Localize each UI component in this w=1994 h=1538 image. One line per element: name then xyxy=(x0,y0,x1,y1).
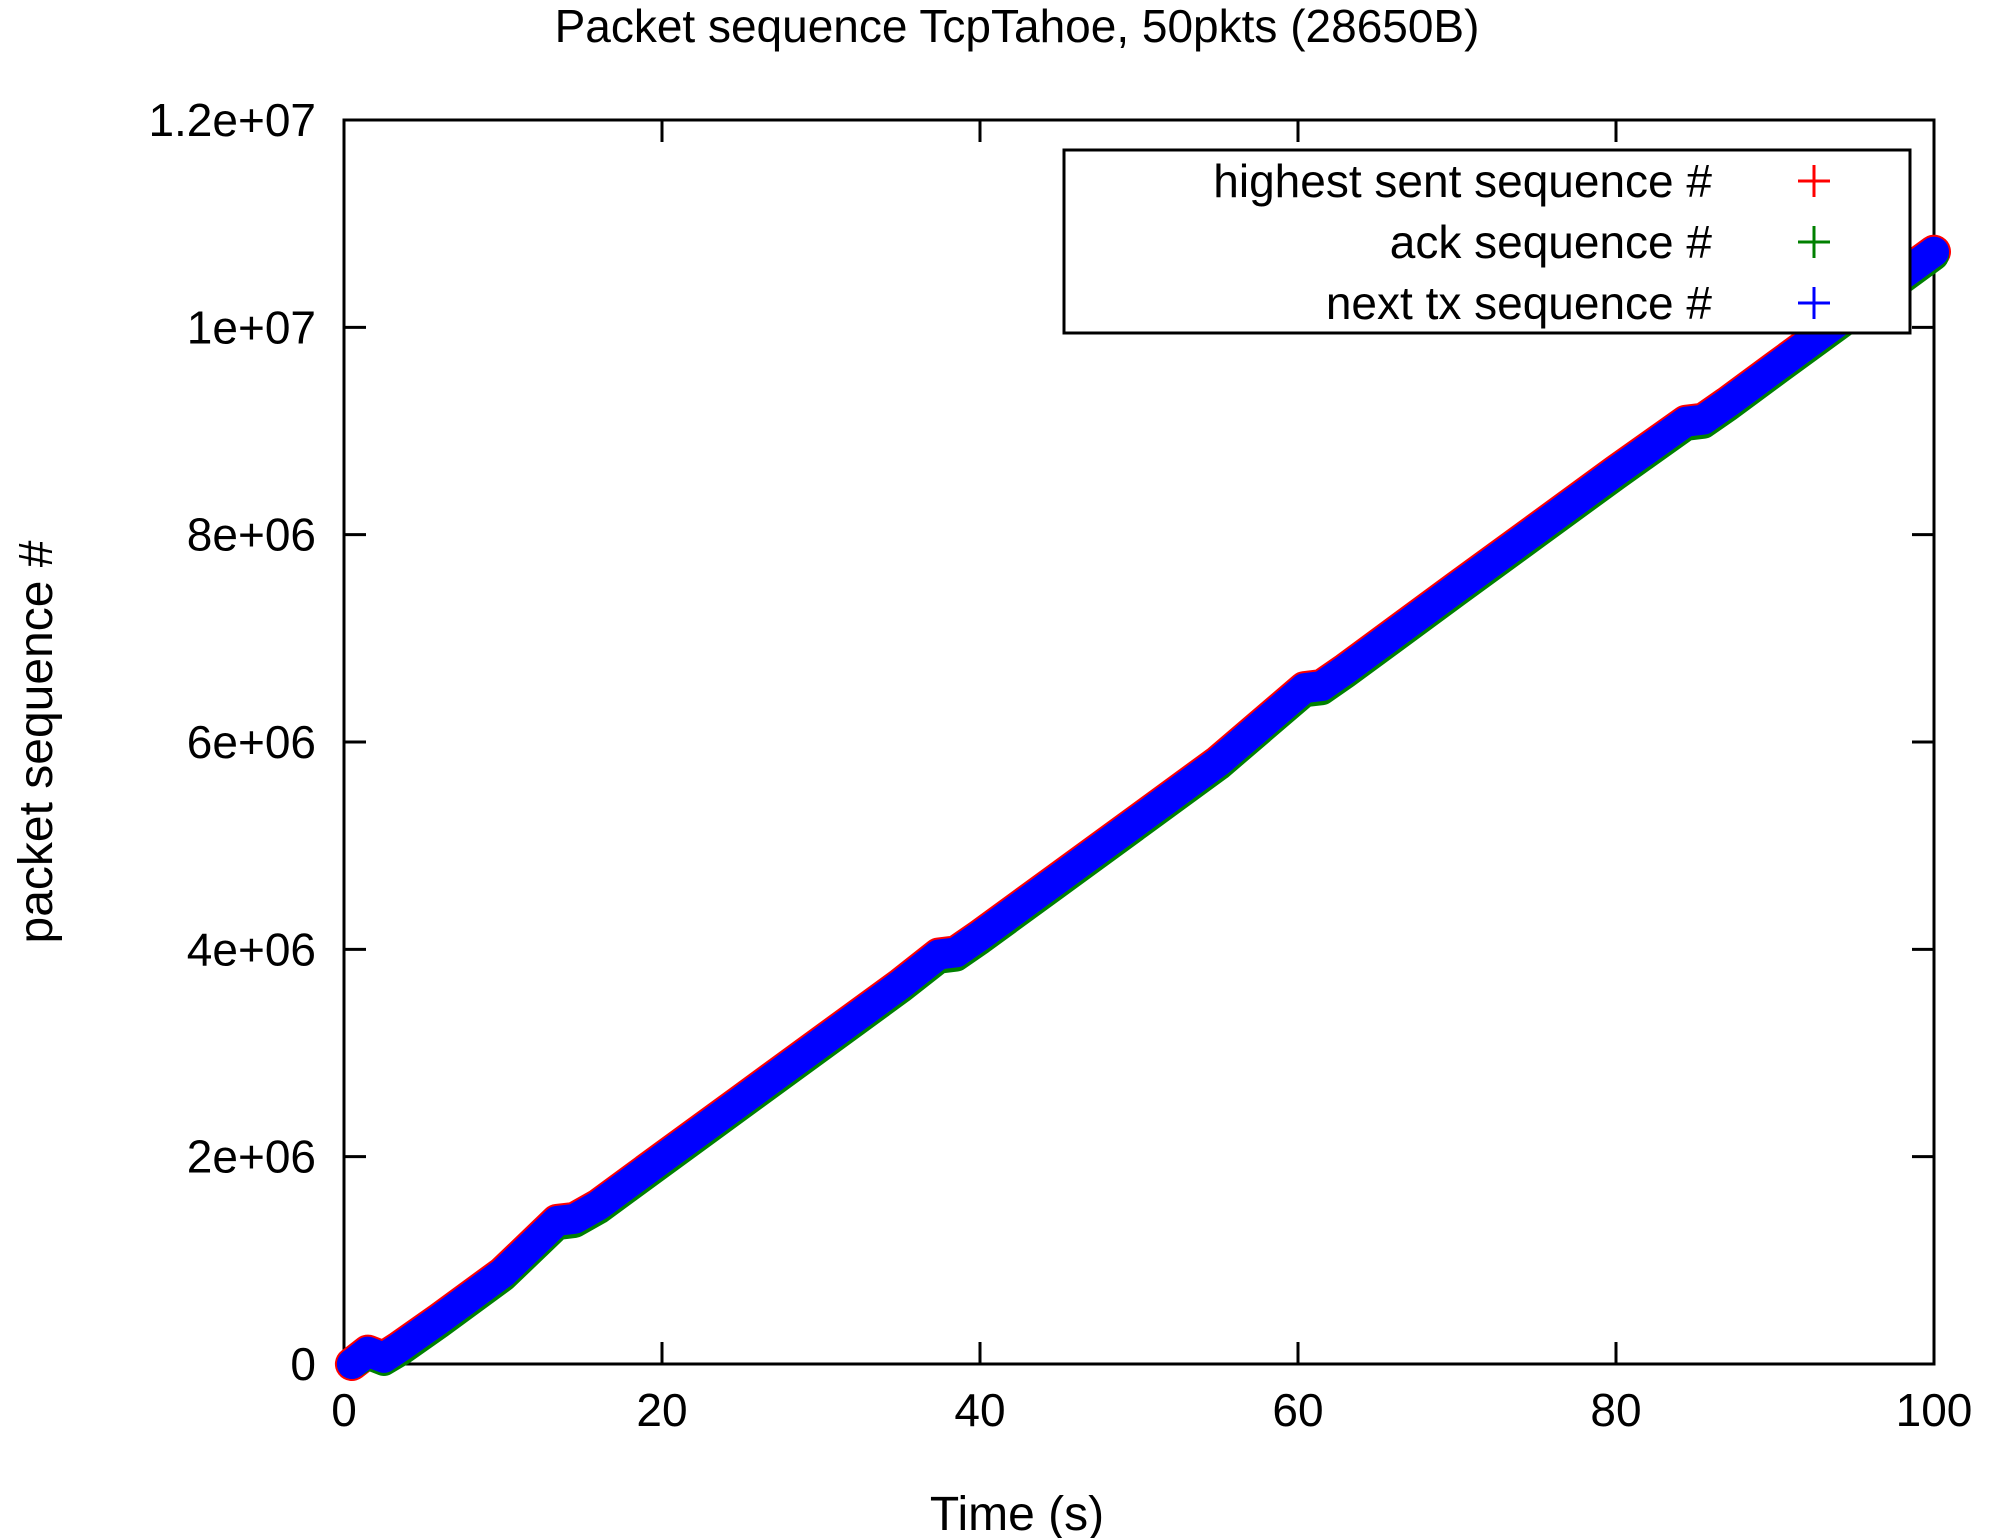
data-point xyxy=(1522,515,1551,544)
data-point xyxy=(385,1333,414,1362)
data-point xyxy=(560,1204,589,1233)
y-axis: 0 2e+06 4e+06 6e+06 8e+06 1e+07 1.2e+07 xyxy=(148,94,1934,1390)
series-layer xyxy=(334,234,1951,1381)
data-point xyxy=(1290,674,1319,703)
y-axis-label: packet sequence # xyxy=(10,540,63,943)
y-tick-label: 1.2e+07 xyxy=(148,94,316,146)
y-tick-label: 4e+06 xyxy=(187,923,316,975)
x-tick-label: 100 xyxy=(1896,1384,1973,1436)
x-axis: 0 20 40 60 80 100 xyxy=(331,120,1972,1436)
data-point xyxy=(886,970,915,999)
data-point xyxy=(353,1337,382,1366)
legend-marker xyxy=(1798,226,1830,258)
x-tick-label: 40 xyxy=(954,1384,1005,1436)
data-point xyxy=(1443,573,1471,602)
y-tick-label: 8e+06 xyxy=(187,509,316,561)
legend-box xyxy=(1062,148,1912,335)
x-tick-label: 60 xyxy=(1272,1384,1323,1436)
data-point xyxy=(1125,805,1153,834)
x-tick-label: 0 xyxy=(331,1384,357,1436)
legend-label: ack sequence # xyxy=(1390,216,1713,268)
data-point xyxy=(1331,655,1360,684)
data-point xyxy=(543,1206,572,1235)
y-tick-label: 6e+06 xyxy=(187,716,316,768)
data-point xyxy=(1204,747,1233,776)
data-point xyxy=(966,921,994,950)
legend-marker xyxy=(1798,165,1830,197)
data-point xyxy=(337,1350,366,1378)
legend-label: highest sent sequence # xyxy=(1213,155,1712,207)
data-point xyxy=(369,1343,398,1372)
legend-label: next tx sequence # xyxy=(1326,277,1713,329)
x-tick-label: 80 xyxy=(1590,1384,1641,1436)
data-point xyxy=(727,1086,756,1115)
x-tick-label: 20 xyxy=(636,1384,687,1436)
data-point xyxy=(489,1258,517,1287)
legend: highest sent sequence # ack sequence # nex… xyxy=(1062,148,1912,335)
data-point xyxy=(924,940,953,969)
y-tick-label: 1e+07 xyxy=(187,301,316,353)
y-tick-label: 2e+06 xyxy=(187,1131,316,1183)
data-point xyxy=(1920,237,1948,266)
data-point xyxy=(1307,672,1336,701)
data-point xyxy=(1671,407,1700,436)
data-point xyxy=(1713,389,1742,418)
data-point xyxy=(1761,353,1789,382)
data-point xyxy=(1045,863,1074,892)
data-point xyxy=(1689,405,1718,434)
data-point xyxy=(942,938,971,967)
y-tick-label: 0 xyxy=(290,1338,316,1390)
data-point xyxy=(425,1305,454,1334)
data-point xyxy=(1602,457,1630,486)
x-axis-label: Time (s) xyxy=(930,1488,1104,1538)
data-point xyxy=(807,1028,835,1057)
data-point xyxy=(648,1144,676,1173)
data-point xyxy=(584,1191,613,1220)
chart-title: Packet sequence TcpTahoe, 50pkts (28650B… xyxy=(555,0,1480,52)
series-3 xyxy=(336,236,1949,1379)
legend-marker xyxy=(1798,287,1830,319)
